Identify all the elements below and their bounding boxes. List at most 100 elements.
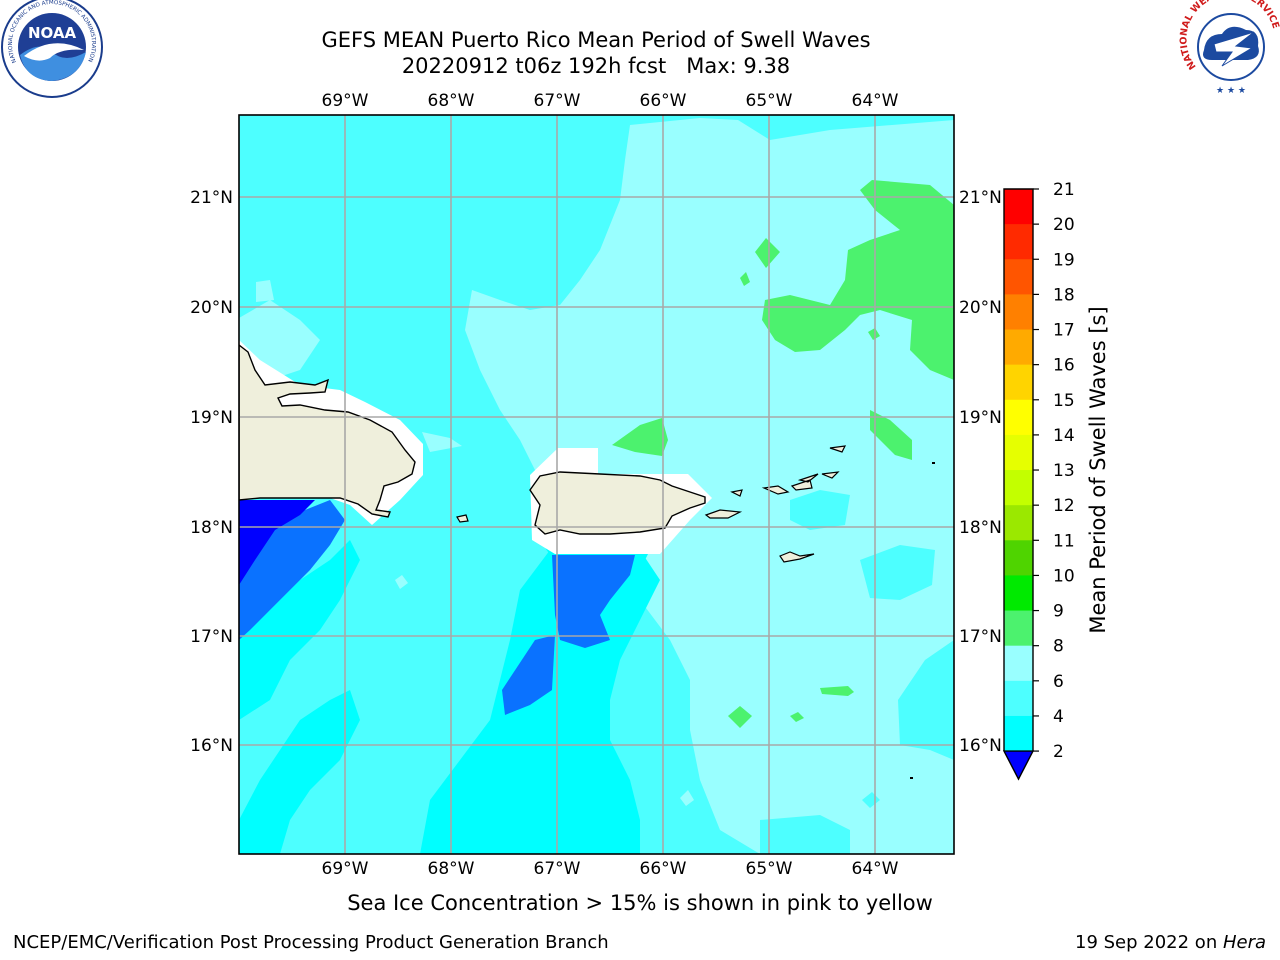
swell-2to4-tongue [502,635,555,715]
footer-date: 19 Sep 2022 on Hera [1075,932,1266,953]
colorbar-band [1004,645,1033,682]
swell-2to4-central [552,555,635,648]
lat-tick-left: 16°N [190,736,233,756]
colorbar-band [1004,470,1033,506]
colorbar-band [1004,715,1033,752]
lat-tick-left: 17°N [190,627,233,647]
footer-host: Hera [1222,932,1266,953]
colorbar-band [1004,680,1033,717]
lon-tick-top: 66°W [640,91,687,111]
swell-8to9-speck-2 [680,790,694,806]
lon-tick-bottom: 67°W [534,859,581,879]
colorbar-tick-label: 10 [1053,566,1075,586]
lon-tick-bottom: 68°W [428,859,475,879]
colorbar: 21 20 19 18 17 16 15 14 13 12 11 10 9 8 6 4 2 [1002,180,1075,781]
land-st-croix [779,551,815,563]
lon-tick-bottom: 65°W [746,859,793,879]
swell-under2-region [239,500,315,585]
colorbar-band [1004,610,1033,647]
land-speck-south [910,777,913,779]
swell-9to10-dot-4 [820,686,854,696]
lat-tick-right: 21°N [959,188,1002,208]
colorbar-tick-label: 9 [1053,602,1064,622]
colorbar-tick-label: 12 [1053,496,1075,516]
swell-8to9-speck-1 [395,575,408,589]
colorbar-band [1004,364,1033,401]
swell-8to9-region [465,118,954,854]
lon-tick-top: 68°W [428,91,475,111]
lat-tick-right: 16°N [959,736,1002,756]
colorbar-band [1004,540,1033,576]
colorbar-band [1004,259,1033,295]
land-speck-east [932,462,935,464]
land-vieques [704,509,743,519]
lat-tick-right: 17°N [959,627,1002,647]
colorbar-tick-label: 17 [1053,321,1075,341]
swell-4to6-region-south [239,690,360,854]
lon-tick-top: 67°W [534,91,581,111]
swell-6to8-pocket-mid [790,490,850,530]
lat-tick-right: 19°N [959,408,1002,428]
lon-tick-top: 69°W [322,91,369,111]
colorbar-tick-label: 4 [1053,707,1064,727]
swell-4to6-region [239,540,360,720]
footer-date-text: 19 Sep 2022 on [1075,932,1223,953]
swell-9to10-northeast [762,180,954,380]
swell-6to8-pocket-se [898,640,954,760]
swell-9to10-dot-3 [868,328,880,340]
nws-logo: NATIONAL WEATHER SERVICE ★ ★ ★ [1178,0,1280,96]
colorbar-tick-label: 13 [1053,461,1075,481]
colorbar-band [1004,434,1033,471]
colorbar-band [1004,224,1033,260]
noaa-logo-text: NOAA [28,24,77,42]
colorbar-tick-label: 16 [1053,356,1075,376]
colorbar-tick-label: 18 [1053,285,1075,305]
land-virgin-islands [761,445,847,495]
lat-tick-left: 20°N [190,298,233,318]
colorbar-band [1004,575,1033,612]
colorbar-tick-label: 20 [1053,215,1075,235]
colorbar-tick-label: 2 [1053,742,1064,762]
chart-subtitle: 20220912 t06z 192h fcst Max: 9.38 [401,54,791,78]
swell-8to9-patch-small [422,432,462,452]
axis-tick-labels: 69°W 69°W 68°W 68°W 67°W 67°W 66°W 66°W 65°W 65°W… [190,91,1002,879]
chart-title: GEFS MEAN Puerto Rico Mean Period of Swe… [321,28,871,52]
lat-tick-right: 20°N [959,298,1002,318]
swell-6to8-pocket-east [860,545,935,600]
colorbar-band [1004,329,1033,366]
colorbar-label: Mean Period of Swell Waves [s] [1086,306,1110,634]
swell-9to10-dot-5 [728,706,752,728]
land-puerto-rico [529,471,706,535]
lon-tick-bottom: 64°W [852,859,899,879]
sea-ice-note: Sea Ice Concentration > 15% is shown in … [347,891,933,915]
swell-9to10-dot-1 [755,238,780,268]
swell-8to9-patch-strip [256,280,274,302]
land-culebra [730,489,743,497]
colorbar-tick-label: 14 [1053,426,1075,446]
colorbar-tick-label: 19 [1053,250,1075,270]
lat-tick-right: 18°N [959,518,1002,538]
colorbar-tick-label: 8 [1053,637,1064,657]
graticule [239,115,954,854]
lon-tick-top: 65°W [746,91,793,111]
colorbar-tick-label: 15 [1053,391,1075,411]
colorbar-tick-label: 6 [1053,672,1064,692]
swell-9to10-east [870,410,912,460]
lon-tick-top: 64°W [852,91,899,111]
swell-9to10-north-pr [612,418,668,456]
lat-tick-left: 21°N [190,188,233,208]
lon-tick-bottom: 66°W [640,859,687,879]
colorbar-band [1004,399,1033,436]
map-panel [239,115,954,854]
swell-6to8-pocket-s [760,815,850,854]
colorbar-band [1004,294,1033,331]
noaa-logo: NOAA NATIONAL OCEANIC AND ATMOSPHERIC AD… [1,0,103,98]
swell-9to10-dot-2 [740,272,750,286]
colorbar-band [1004,505,1033,541]
colorbar-under-extension [1002,750,1035,781]
colorbar-band [1004,189,1033,225]
lon-tick-bottom: 69°W [322,859,369,879]
swell-9to10-dot-6 [790,712,804,722]
svg-text:★ ★ ★: ★ ★ ★ [1216,86,1246,96]
